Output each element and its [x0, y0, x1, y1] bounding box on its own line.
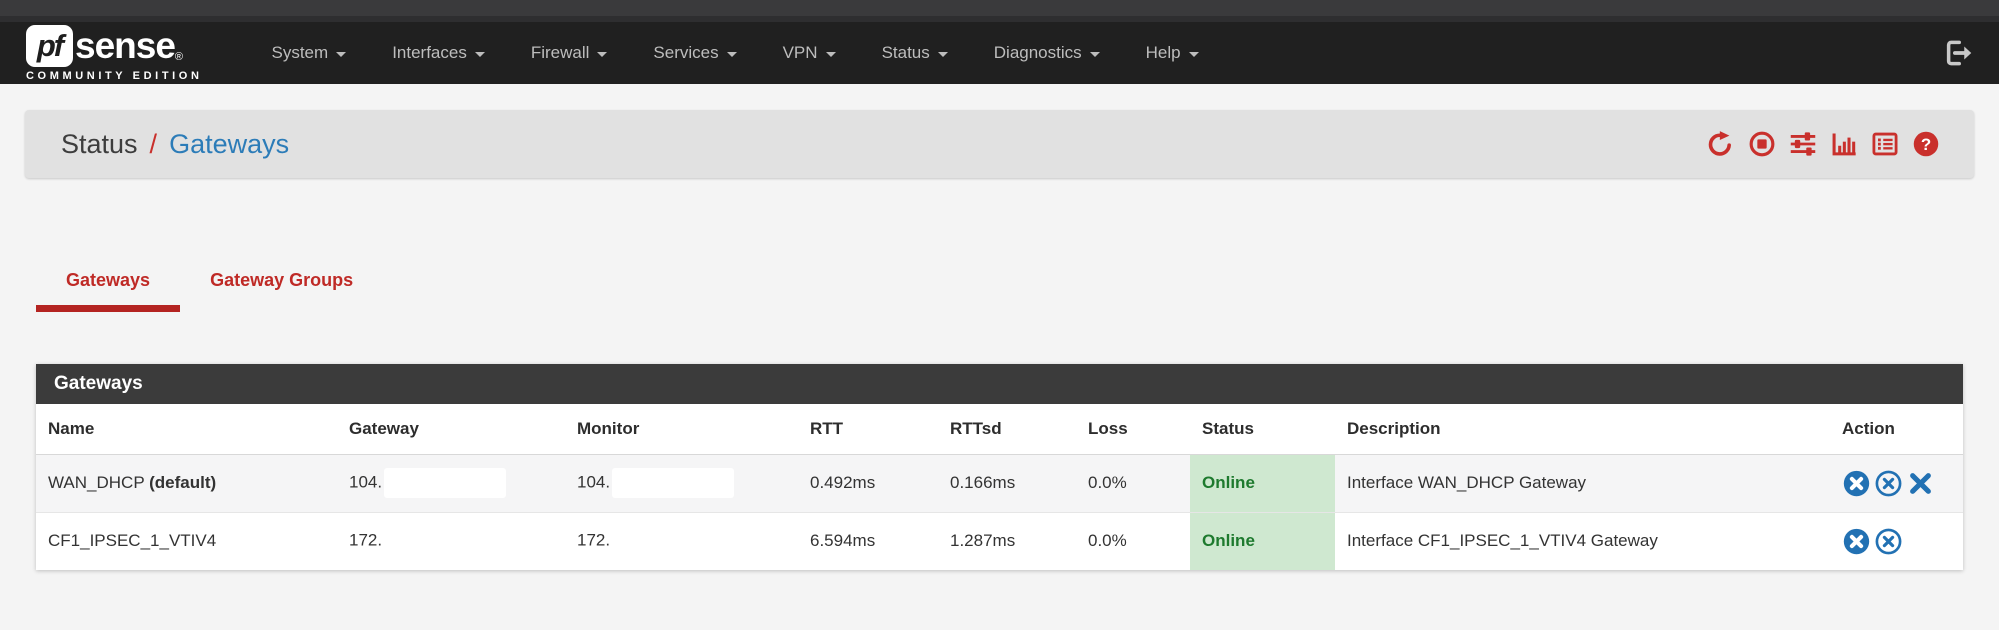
gateway-ip-prefix: 172.	[349, 530, 383, 550]
delete-x-icon[interactable]	[1906, 469, 1935, 498]
col-header-action: Action	[1830, 404, 1963, 455]
gateway-address-cell: 172.	[337, 511, 565, 570]
gateway-name-cell: WAN_DHCP (default)	[36, 454, 337, 512]
gateway-name: WAN_DHCP	[48, 473, 145, 492]
nav-item-diagnostics[interactable]: Diagnostics	[971, 22, 1123, 84]
caret-down-icon	[726, 52, 737, 57]
caret-down-icon	[474, 52, 485, 57]
tab-gateways[interactable]: Gateways	[36, 258, 181, 312]
nav-item-interfaces[interactable]: Interfaces	[369, 22, 508, 84]
table-header-row: Name Gateway Monitor RTT RTTsd Loss Stat…	[36, 404, 1963, 455]
window-top-strip	[0, 0, 1999, 16]
caret-down-icon	[1188, 52, 1199, 57]
caret-down-icon	[937, 52, 948, 57]
bar-chart-icon[interactable]	[1830, 130, 1858, 158]
stop-icon[interactable]	[1748, 130, 1776, 158]
nav-item-firewall[interactable]: Firewall	[508, 22, 631, 84]
caret-down-icon	[597, 52, 608, 57]
nav-item-services[interactable]: Services	[630, 22, 759, 84]
logout-icon[interactable]	[1943, 38, 1973, 68]
monitor-ip-prefix: 104.	[577, 472, 611, 492]
status-badge: Online	[1190, 511, 1335, 570]
loss-cell: 0.0%	[1076, 511, 1190, 570]
action-cell	[1830, 454, 1963, 512]
window-top-strip-shadow	[0, 16, 1999, 22]
main-navbar: pf sense ® COMMUNITY EDITION System Inte…	[0, 22, 1999, 84]
nav-item-help[interactable]: Help	[1123, 22, 1222, 84]
page-toolbar: ?	[1707, 130, 1940, 158]
pfsense-logo[interactable]: pf sense ® COMMUNITY EDITION	[26, 24, 203, 82]
pfsense-logo-text: sense	[75, 24, 176, 66]
redacted-ip	[612, 468, 735, 498]
gateways-panel: Gateways Name Gateway Monitor RTT RTTsd …	[36, 364, 1963, 570]
rtt-cell: 6.594ms	[798, 511, 938, 570]
nav-item-label: Status	[881, 43, 930, 62]
redacted-ip	[612, 526, 735, 557]
community-edition-label: COMMUNITY EDITION	[26, 69, 203, 82]
col-header-description: Description	[1335, 404, 1830, 455]
panel-title: Gateways	[36, 364, 1963, 404]
rttsd-cell: 1.287ms	[938, 511, 1076, 570]
redacted-ip	[384, 526, 507, 557]
gateway-name: CF1_IPSEC_1_VTIV4	[48, 531, 217, 551]
breadcrumb-bar: Status / Gateways	[25, 110, 1974, 178]
col-header-status: Status	[1190, 404, 1335, 455]
col-header-rtt: RTT	[798, 404, 938, 455]
monitor-ip-prefix: 172.	[577, 530, 611, 550]
gateway-name-cell: CF1_IPSEC_1_VTIV4	[36, 511, 337, 570]
nav-item-system[interactable]: System	[249, 22, 370, 84]
col-header-monitor: Monitor	[565, 404, 798, 455]
status-badge: Online	[1190, 454, 1335, 512]
nav-item-vpn[interactable]: VPN	[760, 22, 859, 84]
nav-item-label: Help	[1145, 43, 1181, 62]
gateway-address-cell: 104.	[337, 454, 565, 512]
help-icon[interactable]: ?	[1912, 130, 1940, 158]
redacted-ip	[384, 468, 507, 498]
nav-item-label: Diagnostics	[993, 43, 1082, 62]
monitor-address-cell: 172.	[565, 511, 798, 570]
nav-menu: System Interfaces Firewall Services VPN …	[249, 22, 1222, 84]
pfsense-logo-row: pf sense ®	[26, 24, 203, 67]
breadcrumb-section: Status	[61, 128, 138, 159]
col-header-gateway: Gateway	[337, 404, 565, 455]
caret-down-icon	[336, 52, 347, 57]
breadcrumb-page-link[interactable]: Gateways	[169, 128, 290, 159]
nav-item-label: VPN	[782, 43, 818, 62]
col-header-name: Name	[36, 404, 337, 455]
settings-sliders-icon[interactable]	[1789, 130, 1817, 158]
delete-circle-outline-icon[interactable]	[1874, 469, 1903, 498]
gateways-table: Name Gateway Monitor RTT RTTsd Loss Stat…	[36, 404, 1963, 570]
delete-circle-solid-icon[interactable]	[1842, 527, 1871, 556]
col-header-rttsd: RTTsd	[938, 404, 1076, 455]
nav-item-label: System	[271, 43, 329, 62]
delete-circle-solid-icon[interactable]	[1842, 469, 1871, 498]
gateway-ip-prefix: 104.	[349, 472, 383, 492]
pf-logo-badge: pf	[26, 24, 73, 67]
tab-gateway-groups[interactable]: Gateway Groups	[210, 270, 354, 290]
monitor-address-cell: 104.	[565, 454, 798, 512]
caret-down-icon	[825, 52, 836, 57]
gateway-default-flag: (default)	[149, 473, 217, 492]
svg-text:?: ?	[1921, 135, 1931, 154]
delete-circle-outline-icon[interactable]	[1874, 527, 1903, 556]
description-cell: Interface WAN_DHCP Gateway	[1335, 454, 1830, 512]
nav-item-label: Services	[653, 43, 719, 62]
nav-item-label: Interfaces	[392, 43, 467, 62]
nav-item-status[interactable]: Status	[859, 22, 971, 84]
registered-mark: ®	[174, 50, 184, 63]
rtt-cell: 0.492ms	[798, 454, 938, 512]
col-header-loss: Loss	[1076, 404, 1190, 455]
refresh-icon[interactable]	[1707, 130, 1735, 158]
breadcrumb-separator: /	[149, 128, 158, 159]
action-cell	[1830, 511, 1963, 570]
loss-cell: 0.0%	[1076, 454, 1190, 512]
nav-item-label: Firewall	[530, 43, 590, 62]
page-tabs: Gateways Gateway Groups	[36, 258, 1999, 312]
table-row: WAN_DHCP (default) 104. 104. 0.492ms 0.1…	[36, 454, 1963, 512]
status-list-icon[interactable]	[1871, 130, 1899, 158]
caret-down-icon	[1089, 52, 1100, 57]
rttsd-cell: 0.166ms	[938, 454, 1076, 512]
description-cell: Interface CF1_IPSEC_1_VTIV4 Gateway	[1335, 511, 1830, 570]
table-row: CF1_IPSEC_1_VTIV4 172. 172. 6.594ms 1.28…	[36, 511, 1963, 570]
